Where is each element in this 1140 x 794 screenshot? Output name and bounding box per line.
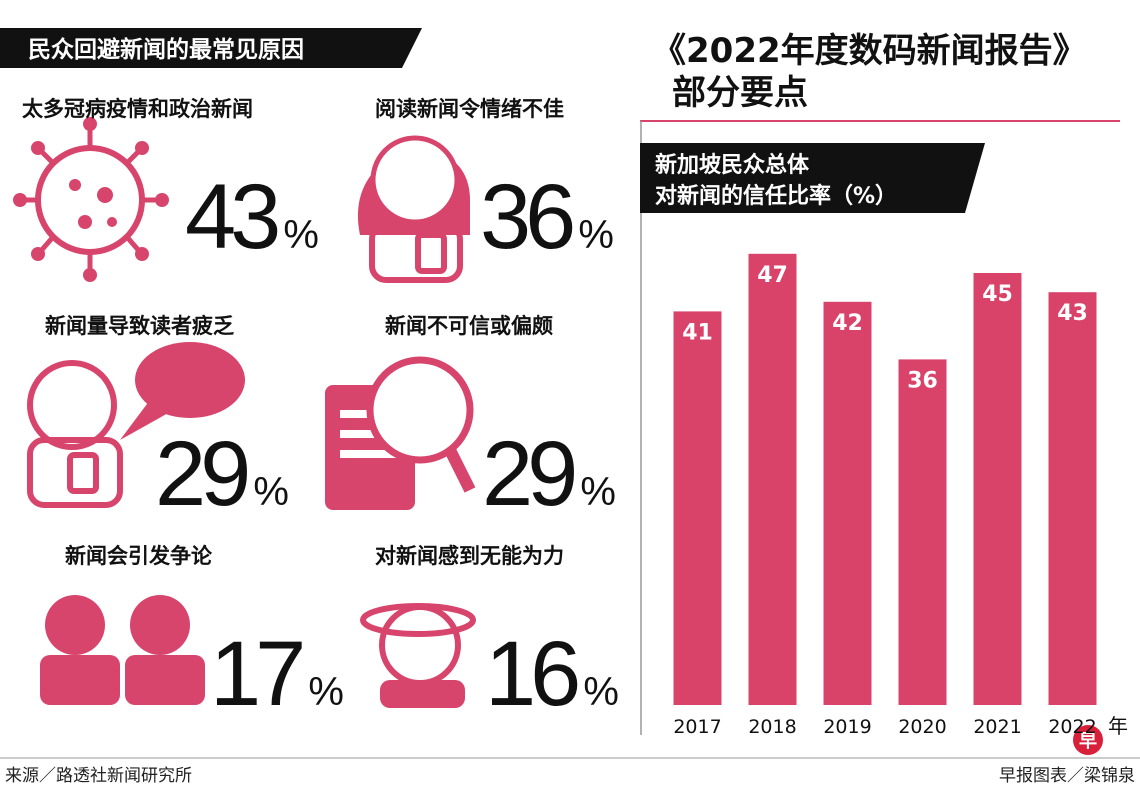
reason-number: 29 (482, 423, 574, 525)
reason-number: 36 (480, 166, 573, 268)
reason-value: 29% (482, 423, 616, 525)
bar (748, 253, 797, 706)
left-header-bg (0, 28, 422, 68)
left-header: 民众回避新闻的最常见原因 (28, 36, 304, 63)
reason-label: 新闻量导致读者疲乏 (45, 314, 234, 338)
bar (823, 301, 872, 705)
reason-value: 29% (155, 423, 289, 525)
reason-number: 29 (155, 423, 247, 525)
reason-value: 16% (485, 623, 619, 725)
sad-person-icon (357, 135, 470, 283)
x-tick-label: 2020 (898, 716, 946, 738)
bar-label: 45 (982, 282, 1013, 307)
dizzy-icon (360, 603, 476, 708)
reason-value: 17% (210, 623, 344, 725)
reason-label: 新闻不可信或偏颇 (385, 314, 553, 338)
x-tick-label: 2019 (823, 716, 871, 738)
argue-icon (40, 595, 205, 705)
reason-unit: % (578, 213, 614, 257)
chart-title-line: 对新闻的信任比率（%） (655, 183, 897, 209)
tablet-icon (325, 356, 476, 510)
report-title: 《2022年度数码新闻报告》 (652, 31, 1087, 71)
bar (898, 359, 947, 705)
reason-label: 阅读新闻令情绪不佳 (375, 97, 564, 121)
tired-person-icon (27, 342, 245, 508)
reason-label: 新闻会引发争论 (65, 544, 213, 568)
logo-bg (1073, 725, 1103, 755)
credit: 早报图表／梁锦泉 (999, 766, 1135, 786)
reason-unit: % (583, 670, 619, 714)
chart-title-line: 新加坡民众总体 (655, 152, 810, 178)
reason-unit: % (580, 470, 616, 514)
reason-value: 36% (480, 166, 614, 268)
bar-label: 43 (1057, 301, 1088, 326)
reason-label: 对新闻感到无能为力 (375, 544, 564, 568)
x-tick-label: 2018 (748, 716, 796, 738)
bar-label: 42 (832, 311, 863, 336)
reason-number: 17 (210, 623, 302, 725)
x-tick-label: 2017 (673, 716, 721, 738)
bar-label: 36 (907, 368, 938, 393)
reason-label: 太多冠病疫情和政治新闻 (22, 97, 253, 121)
bar-label: 47 (757, 263, 788, 288)
bar (673, 311, 722, 705)
bar (1048, 292, 1097, 705)
x-unit: 年 (1108, 714, 1128, 738)
reason-unit: % (308, 670, 344, 714)
reason-number: 43 (185, 166, 278, 268)
bar (973, 273, 1022, 705)
logo: 早 (1079, 731, 1097, 752)
reason-unit: % (283, 213, 319, 257)
reason-value: 43% (185, 166, 319, 268)
virus-icon (13, 117, 169, 282)
x-tick-label: 2021 (973, 716, 1021, 738)
report-subtitle: 部分要点 (672, 73, 808, 113)
source: 来源／路透社新闻研究所 (5, 766, 192, 786)
reason-number: 16 (485, 623, 578, 725)
bar-label: 41 (682, 320, 713, 345)
x-tick-label: 2022 (1048, 716, 1096, 738)
reason-unit: % (253, 470, 289, 514)
chart-header-bg (640, 143, 985, 213)
